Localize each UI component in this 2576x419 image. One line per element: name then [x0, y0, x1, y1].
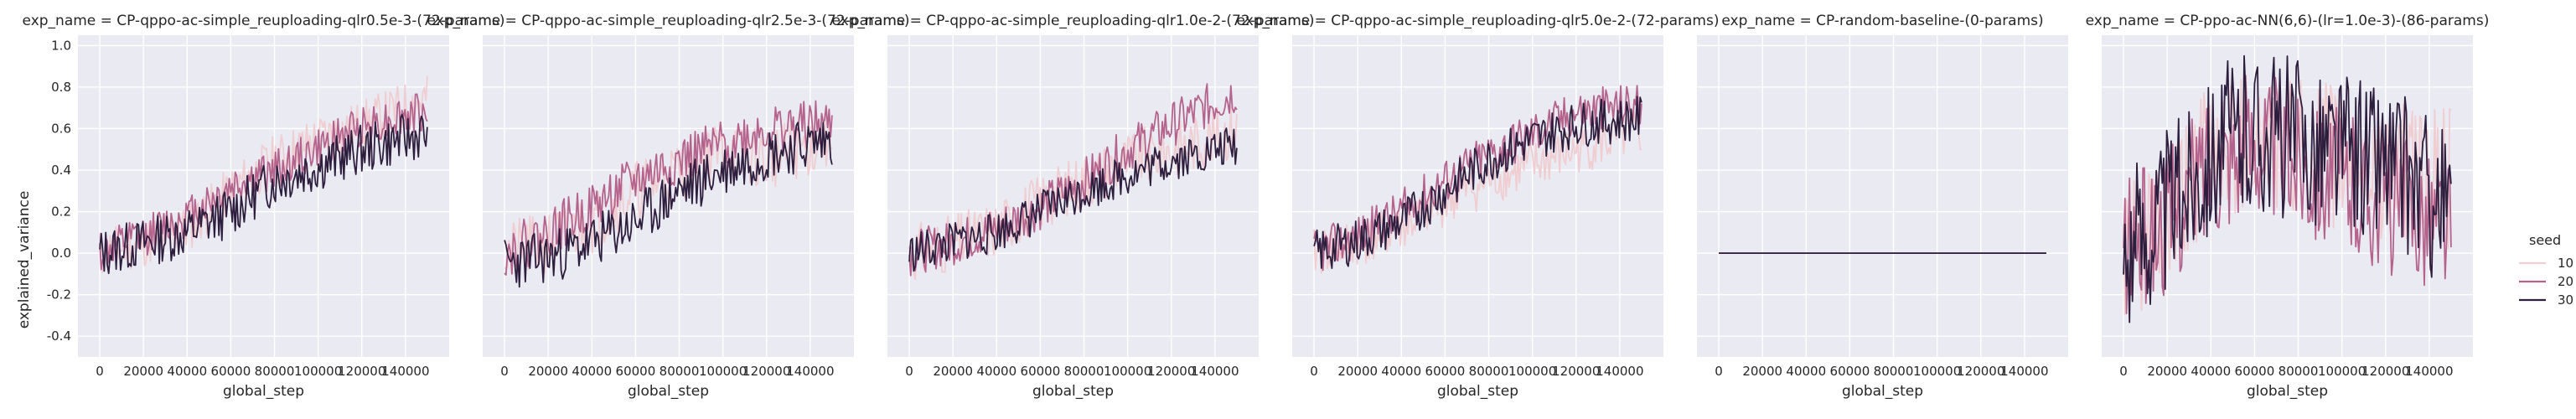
plot-background — [1697, 35, 2068, 357]
y-axis-label: explained_variance — [16, 191, 33, 329]
x-tick-label: 40000 — [167, 364, 207, 379]
x-tick-label: 0 — [96, 364, 104, 379]
x-axis-label: global_step — [1032, 383, 1114, 400]
x-tick-label: 40000 — [1786, 364, 1826, 379]
x-tick-label: 0 — [500, 364, 509, 379]
x-tick-label: 40000 — [2191, 364, 2231, 379]
panel-1: exp_name = CP-qppo-ac-simple_reuploading… — [23, 13, 505, 400]
x-tick-label: 100000 — [2318, 364, 2366, 379]
panel-5: exp_name = CP-random-baseline-(0-params)… — [1697, 13, 2068, 400]
x-tick-label: 20000 — [1742, 364, 1782, 379]
x-tick-label: 140000 — [1191, 364, 1239, 379]
x-tick-label: 0 — [2119, 364, 2128, 379]
x-tick-label: 80000 — [255, 364, 295, 379]
panel-3: exp_name = CP-qppo-ac-simple_reuploading… — [832, 13, 1315, 400]
x-tick-label: 100000 — [1508, 364, 1556, 379]
panel-4: exp_name = CP-qppo-ac-simple_reuploading… — [1237, 13, 1720, 400]
x-axis-label: global_step — [1842, 383, 1923, 400]
y-tick-label: -0.4 — [47, 328, 71, 344]
series-line-seed-30 — [908, 127, 1238, 272]
x-tick-label: 20000 — [1337, 364, 1378, 379]
panel-title: exp_name = CP-qppo-ac-simple_reuploading… — [427, 13, 910, 29]
series-line-seed-30 — [2123, 54, 2452, 323]
x-tick-label: 100000 — [699, 364, 747, 379]
x-tick-label: 0 — [1310, 364, 1318, 379]
x-tick-label: 60000 — [2235, 364, 2275, 379]
x-tick-label: 60000 — [616, 364, 656, 379]
legend: seed 10 20 30 — [2519, 232, 2573, 308]
x-tick-label: 40000 — [572, 364, 612, 379]
y-tick-label: 0.6 — [51, 121, 71, 136]
y-tick-label: 0.2 — [51, 204, 71, 220]
series-line-seed-30 — [1313, 96, 1642, 270]
facet-panels: exp_name = CP-qppo-ac-simple_reuploading… — [23, 13, 2490, 400]
series-line-seed-30 — [99, 113, 428, 275]
x-tick-label: 80000 — [1469, 364, 1509, 379]
x-tick-label: 80000 — [1874, 364, 1914, 379]
x-tick-label: 20000 — [2147, 364, 2187, 379]
x-axis-label: global_step — [1437, 383, 1518, 400]
x-tick-label: 40000 — [1381, 364, 1421, 379]
x-axis-label: global_step — [2247, 383, 2328, 400]
series-line-seed-20 — [99, 93, 428, 271]
x-tick-label: 80000 — [660, 364, 700, 379]
x-tick-label: 100000 — [294, 364, 342, 379]
x-tick-label: 120000 — [1147, 364, 1195, 379]
x-tick-label: 20000 — [123, 364, 163, 379]
x-tick-label: 140000 — [2405, 364, 2453, 379]
y-tick-label: 0.4 — [51, 163, 71, 178]
y-tick-label: 0.0 — [51, 246, 71, 261]
x-tick-label: 40000 — [976, 364, 1016, 379]
y-tick-label: 0.8 — [51, 80, 71, 95]
x-tick-label: 20000 — [528, 364, 568, 379]
panel-title: exp_name = CP-ppo-ac-NN(6,6)-(lr=1.0e-3)… — [2086, 13, 2490, 29]
panel-title: exp_name = CP-random-baseline-(0-params) — [1721, 13, 2043, 29]
legend-title: seed — [2529, 232, 2561, 248]
x-tick-label: 80000 — [1064, 364, 1104, 379]
x-tick-label: 60000 — [1425, 364, 1466, 379]
x-tick-label: 140000 — [381, 364, 429, 379]
series-line-seed-20 — [908, 83, 1238, 277]
series-line-seed-30 — [504, 122, 833, 288]
x-tick-label: 120000 — [1957, 364, 2004, 379]
y-tick-label: -0.2 — [47, 287, 71, 303]
x-tick-label: 140000 — [2000, 364, 2048, 379]
x-tick-label: 60000 — [211, 364, 251, 379]
x-tick-label: 0 — [905, 364, 913, 379]
x-tick-label: 140000 — [786, 364, 834, 379]
panel-title: exp_name = CP-qppo-ac-simple_reuploading… — [1237, 13, 1720, 29]
legend-label: 20 — [2558, 274, 2573, 289]
plot-background — [78, 35, 449, 357]
x-tick-label: 120000 — [1552, 364, 1600, 379]
legend-label: 30 — [2558, 292, 2573, 308]
panel-6: exp_name = CP-ppo-ac-NN(6,6)-(lr=1.0e-3)… — [2086, 13, 2490, 400]
x-tick-label: 60000 — [1021, 364, 1061, 379]
x-tick-label: 140000 — [1596, 364, 1643, 379]
x-tick-label: 100000 — [1913, 364, 1961, 379]
panel-title: exp_name = CP-qppo-ac-simple_reuploading… — [23, 13, 505, 29]
panel-2: exp_name = CP-qppo-ac-simple_reuploading… — [427, 13, 910, 400]
x-tick-label: 120000 — [742, 364, 790, 379]
panel-title: exp_name = CP-qppo-ac-simple_reuploading… — [832, 13, 1315, 29]
x-tick-label: 120000 — [338, 364, 385, 379]
x-tick-label: 20000 — [933, 364, 973, 379]
x-axis-label: global_step — [223, 383, 304, 400]
legend-entry-20: 20 — [2519, 274, 2573, 289]
x-tick-label: 100000 — [1104, 364, 1151, 379]
legend-entry-30: 30 — [2519, 292, 2573, 308]
x-tick-label: 80000 — [2279, 364, 2319, 379]
legend-label: 10 — [2558, 256, 2573, 271]
legend-entry-10: 10 — [2519, 256, 2573, 271]
x-tick-label: 60000 — [1830, 364, 1870, 379]
series-line-seed-20 — [504, 100, 833, 277]
y-tick-label: 1.0 — [51, 38, 71, 53]
x-tick-label: 120000 — [2361, 364, 2409, 379]
x-axis-label: global_step — [628, 383, 709, 400]
x-tick-label: 0 — [1715, 364, 1723, 379]
